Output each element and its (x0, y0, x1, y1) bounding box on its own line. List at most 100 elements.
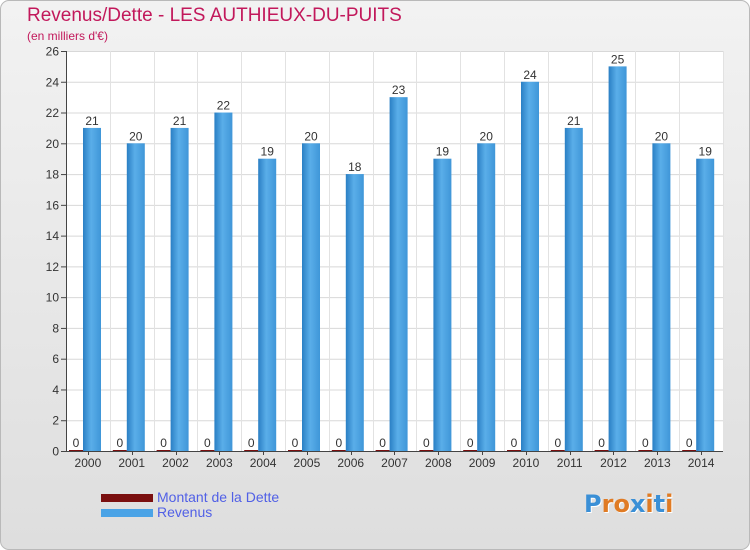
bar-revenus (608, 66, 627, 451)
x-tick-label: 2011 (557, 456, 583, 470)
data-label-dette: 0 (248, 436, 255, 450)
data-label-revenus: 20 (304, 129, 318, 143)
bar-dette (112, 450, 127, 451)
data-label-dette: 0 (423, 436, 430, 450)
data-label-revenus: 21 (85, 114, 99, 128)
logo-letter: P (584, 490, 602, 518)
x-tick-label: 2008 (425, 456, 452, 470)
bar-revenus (214, 112, 233, 452)
x-tick-label: 2006 (337, 456, 364, 470)
x-tick-label: 2001 (118, 456, 145, 470)
bar-revenus (521, 81, 539, 452)
legend-label-revenus: Revenus (157, 504, 213, 520)
x-tick-label: 2000 (75, 456, 102, 470)
legend-label-dette: Montant de la Dette (157, 489, 280, 505)
x-tick-label: 2012 (600, 456, 627, 470)
y-tick-label: 12 (46, 260, 60, 274)
logo-letter: i (665, 490, 674, 518)
proxiti-logo: Proxiti (584, 490, 673, 518)
x-tick-label: 2013 (644, 456, 671, 470)
data-label-dette: 0 (160, 436, 167, 450)
data-label-revenus: 20 (480, 129, 494, 143)
bar-revenus (258, 158, 277, 451)
data-label-dette: 0 (686, 436, 693, 450)
data-label-revenus: 20 (655, 129, 669, 143)
data-label-dette: 0 (642, 436, 649, 450)
logo-letter: t (653, 490, 666, 518)
bar-revenus (477, 143, 496, 452)
data-label-revenus: 21 (173, 114, 187, 128)
data-label-revenus: 18 (348, 160, 362, 174)
legend-swatch-revenus (101, 509, 153, 517)
y-tick-label: 6 (52, 352, 59, 366)
bar-dette (638, 450, 653, 451)
bar-dette (682, 450, 697, 451)
y-tick-label: 14 (46, 229, 60, 243)
bar-revenus (652, 143, 671, 452)
data-label-dette: 0 (73, 436, 80, 450)
x-tick-label: 2003 (206, 456, 233, 470)
bar-dette (550, 450, 565, 451)
bar-revenus (696, 158, 715, 451)
x-tick-label: 2004 (250, 456, 277, 470)
bar-dette (594, 450, 609, 451)
x-tick-label: 2002 (162, 456, 189, 470)
y-tick-label: 22 (46, 106, 60, 120)
y-tick-label: 18 (46, 168, 60, 182)
data-label-revenus: 22 (217, 99, 231, 113)
bar-dette (507, 450, 521, 451)
bar-dette (463, 450, 478, 451)
data-label-revenus: 23 (392, 83, 406, 97)
data-label-dette: 0 (379, 436, 386, 450)
data-label-revenus: 21 (567, 114, 581, 128)
y-tick-label: 10 (46, 291, 60, 305)
y-tick-label: 26 (46, 45, 60, 59)
logo-letter: x (629, 490, 646, 518)
y-tick-label: 0 (52, 445, 59, 459)
y-tick-label: 2 (52, 414, 59, 428)
x-tick-label: 2014 (688, 456, 715, 470)
bar-dette (288, 450, 302, 451)
y-tick-label: 4 (52, 383, 59, 397)
bar-revenus (126, 143, 145, 452)
data-label-dette: 0 (554, 436, 561, 450)
bar-revenus (433, 158, 452, 451)
y-tick-label: 20 (46, 137, 60, 151)
chart-title: Revenus/Dette - LES AUTHIEUX-DU-PUITS (27, 5, 402, 26)
data-label-revenus: 19 (261, 145, 275, 159)
data-label-revenus: 25 (611, 52, 625, 66)
chart-subtitle: (en milliers d'€) (27, 29, 108, 43)
data-label-dette: 0 (335, 436, 342, 450)
bar-dette (331, 450, 346, 451)
data-label-dette: 0 (204, 436, 211, 450)
bar-dette (69, 450, 83, 451)
x-tick-label: 2010 (513, 456, 540, 470)
data-label-revenus: 20 (129, 129, 143, 143)
bar-dette (200, 450, 215, 451)
logo-letter: o (613, 490, 630, 518)
x-tick-label: 2007 (381, 456, 408, 470)
data-label-dette: 0 (511, 436, 518, 450)
data-label-dette: 0 (116, 436, 123, 450)
data-label-dette: 0 (467, 436, 474, 450)
data-label-revenus: 24 (523, 68, 537, 82)
y-tick-label: 24 (46, 75, 60, 89)
data-label-revenus: 19 (436, 145, 450, 159)
logo-letter: r (601, 490, 614, 518)
bar-dette (375, 450, 390, 451)
bar-revenus (302, 143, 320, 452)
data-label-dette: 0 (292, 436, 299, 450)
bar-revenus (564, 127, 583, 451)
legend-swatch-dette (101, 494, 153, 502)
y-tick-label: 16 (46, 198, 60, 212)
x-tick-label: 2005 (294, 456, 321, 470)
bar-revenus (83, 127, 101, 451)
data-label-revenus: 19 (699, 145, 713, 159)
bar-dette (156, 450, 171, 451)
bar-revenus (170, 127, 189, 451)
x-tick-label: 2009 (469, 456, 496, 470)
y-tick-label: 8 (52, 321, 59, 335)
data-label-dette: 0 (598, 436, 605, 450)
